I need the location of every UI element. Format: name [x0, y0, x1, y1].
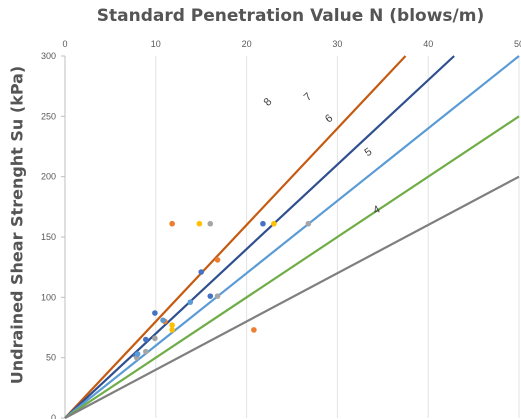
trend-line-5 — [64, 115, 520, 419]
x-tick-label: 50 — [514, 39, 521, 49]
axes — [61, 55, 66, 419]
trend-line-label: 6 — [323, 112, 335, 125]
y-tick-label: 200 — [41, 172, 56, 182]
trend-line-6 — [64, 55, 520, 419]
data-point — [196, 220, 203, 227]
data-point — [207, 293, 214, 299]
x-tick-label: 0 — [62, 39, 67, 49]
x-tick-label: 30 — [332, 39, 342, 49]
x-tick-label: 20 — [242, 39, 252, 49]
chart-title: Standard Penetration Value N (blows/m) — [96, 6, 485, 26]
trend-lines: 8 76 5 4 — [64, 55, 520, 419]
x-tick-label: 40 — [423, 39, 433, 49]
y-tick-label: 50 — [46, 353, 56, 363]
data-point — [207, 220, 214, 227]
data-point — [169, 220, 175, 227]
y-tick-label: 150 — [41, 232, 56, 242]
y-tick-label: 250 — [41, 111, 56, 121]
trend-line-label: 8 — [262, 96, 275, 109]
data-point — [305, 220, 312, 227]
y-tick-label: 0 — [51, 413, 56, 419]
data-point — [169, 327, 175, 333]
trend-line-7 — [64, 55, 455, 419]
data-point — [214, 257, 221, 263]
data-point — [152, 310, 158, 316]
data-point — [187, 299, 194, 305]
data-point — [160, 317, 166, 324]
trend-line-4 — [64, 175, 520, 419]
trend-line-label: 5 — [363, 146, 375, 159]
data-point — [152, 335, 158, 342]
data-point — [260, 220, 266, 227]
data-point — [251, 327, 257, 333]
data-point — [134, 351, 141, 357]
data-point — [169, 322, 175, 328]
y-tick-label: 300 — [41, 51, 56, 61]
data-point — [271, 220, 277, 227]
data-points — [133, 220, 312, 361]
data-point — [143, 336, 149, 343]
x-tick-label: 10 — [151, 39, 161, 49]
data-point — [143, 348, 149, 355]
y-tick-label: 100 — [41, 292, 56, 302]
trend-line-label: 7 — [302, 91, 315, 104]
data-point — [214, 293, 221, 299]
data-point — [198, 269, 204, 275]
tick-labels: 0 10 20 30 40 50 0 50 100 150 200 250 300 — [41, 39, 521, 419]
trend-line-8 — [64, 55, 407, 419]
trend-line-label: 4 — [371, 203, 382, 216]
